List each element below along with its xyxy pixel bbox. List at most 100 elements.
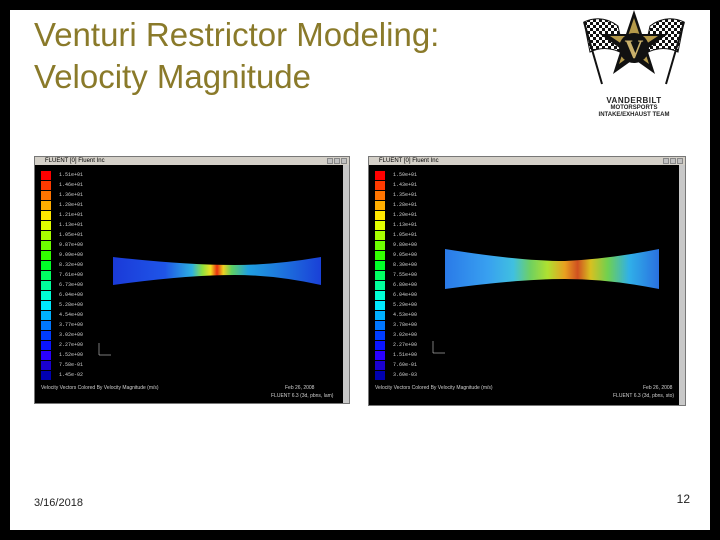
legend-swatch: [41, 351, 51, 360]
legend-label: 1.36e+01: [59, 192, 84, 198]
maximize-button[interactable]: [334, 158, 340, 164]
legend-swatch: [375, 361, 385, 370]
legend-label: 2.27e+00: [59, 342, 84, 348]
legend-swatch: [375, 351, 385, 360]
legend-label: 1.51e+01: [59, 172, 84, 178]
legend-swatch: [375, 311, 385, 320]
window-scrollbar[interactable]: [343, 165, 349, 403]
legend-label: 7.60e-01: [393, 362, 418, 368]
legend-swatch: [375, 301, 385, 310]
legend-label: 1.13e+01: [59, 222, 84, 228]
legend-label: 6.04e+00: [59, 292, 84, 298]
slide-date: 3/16/2018: [34, 497, 83, 509]
legend-label: 9.09e+00: [59, 252, 84, 258]
plot-date: Feb 26, 2008: [643, 385, 673, 391]
legend-label: 7.61e+00: [59, 272, 84, 278]
legend-label: 6.80e+00: [393, 282, 418, 288]
legend-label: 1.05e+01: [59, 232, 84, 238]
legend-swatch: [41, 321, 51, 330]
fluent-window-left: FLUENT [0] Fluent Inc 1.51e+01 1.46e+01 1.…: [34, 156, 350, 404]
slide-title-line-2: Velocity Magnitude: [34, 58, 312, 95]
logo-line-3: INTAKE/EXHAUST TEAM: [598, 112, 670, 118]
legend-swatch: [375, 281, 385, 290]
legend-swatch: [375, 241, 385, 250]
legend-label: 1.51e+00: [393, 352, 418, 358]
legend-swatch: [41, 251, 51, 260]
legend-label: 9.80e+00: [393, 242, 418, 248]
legend-swatch: [375, 181, 385, 190]
minimize-button[interactable]: [327, 158, 333, 164]
legend-swatch: [375, 331, 385, 340]
legend-label: 8.32e+00: [59, 262, 84, 268]
legend-swatch: [41, 281, 51, 290]
legend-label: 5.29e+00: [393, 302, 418, 308]
maximize-button[interactable]: [670, 158, 676, 164]
legend-label: 8.30e+00: [393, 262, 418, 268]
slide-title-line-1: Venturi Restrictor Modeling:: [34, 16, 440, 53]
window-title: FLUENT [0] Fluent Inc: [379, 158, 439, 164]
legend-swatch: [375, 221, 385, 230]
legend-label: 6.04e+00: [393, 292, 418, 298]
legend-swatch: [375, 251, 385, 260]
legend-swatch: [41, 341, 51, 350]
legend-swatch: [41, 301, 51, 310]
legend-label: 3.02e+00: [59, 332, 84, 338]
window-titlebar: FLUENT [0] Fluent Inc: [35, 157, 349, 165]
plot-caption: Velocity Vectors Colored By Velocity Mag…: [41, 385, 159, 391]
legend-swatch: [41, 191, 51, 200]
logo-line-2: MOTORSPORTS: [610, 105, 658, 111]
fluent-window-right: FLUENT [0] Fluent Inc 1.50e+01 1.43e+01 1.…: [368, 156, 686, 406]
svg-text:V: V: [625, 35, 644, 64]
window-scrollbar[interactable]: [679, 165, 685, 405]
legend-swatch: [41, 371, 51, 380]
legend-swatch: [375, 291, 385, 300]
legend-label: 3.77e+00: [59, 322, 84, 328]
legend-label: 7.55e+00: [393, 272, 418, 278]
logo-line-1: VANDERBILT: [606, 96, 662, 105]
legend-label: 1.20e+01: [393, 212, 418, 218]
legend-label: 1.21e+01: [59, 212, 84, 218]
legend-label: 1.50e+01: [393, 172, 418, 178]
legend-label: 1.52e+00: [59, 352, 84, 358]
legend-label: 9.05e+00: [393, 252, 418, 258]
contour-plot-right: [432, 249, 659, 354]
plot-caption: Velocity Vectors Colored By Velocity Mag…: [375, 385, 493, 391]
legend-swatch: [375, 341, 385, 350]
legend-label: 4.53e+00: [393, 312, 418, 318]
legend-swatch: [41, 291, 51, 300]
checkered-flags-star-icon: V: [583, 10, 685, 85]
legend-swatch: [41, 241, 51, 250]
legend-label: 1.43e+01: [393, 182, 418, 188]
window-titlebar: FLUENT [0] Fluent Inc: [369, 157, 685, 165]
plot-version: FLUENT 6.3 (3d, pbns, sto): [613, 393, 675, 399]
legend-swatch: [375, 191, 385, 200]
legend-swatch: [375, 371, 385, 380]
close-button[interactable]: [677, 158, 683, 164]
legend-swatch: [375, 211, 385, 220]
legend-swatch: [41, 311, 51, 320]
legend-swatch: [41, 201, 51, 210]
legend-swatch: [41, 231, 51, 240]
close-button[interactable]: [341, 158, 347, 164]
plot-version: FLUENT 6.3 (3d, pbns, lam): [271, 393, 334, 399]
window-title: FLUENT [0] Fluent Inc: [45, 158, 105, 164]
legend-swatch: [41, 181, 51, 190]
legend-label: 9.87e+00: [59, 242, 84, 248]
legend-label: 1.28e+01: [59, 202, 84, 208]
legend-swatch: [41, 361, 51, 370]
legend-label: 6.73e+00: [59, 282, 84, 288]
minimize-button[interactable]: [663, 158, 669, 164]
legend-swatch: [41, 271, 51, 280]
legend-label: 3.02e+00: [393, 332, 418, 338]
legend-swatch: [41, 171, 51, 180]
legend-label: 7.58e-01: [59, 362, 84, 368]
legend-swatch: [375, 201, 385, 210]
legend-label: 1.45e-02: [59, 372, 84, 378]
legend-swatch: [375, 321, 385, 330]
slide-number: 12: [676, 492, 690, 506]
legend-label: 3.78e+00: [393, 322, 418, 328]
legend-label: 1.05e+01: [393, 232, 418, 238]
legend-label: 3.60e-03: [393, 372, 418, 378]
legend-label: 4.54e+00: [59, 312, 84, 318]
